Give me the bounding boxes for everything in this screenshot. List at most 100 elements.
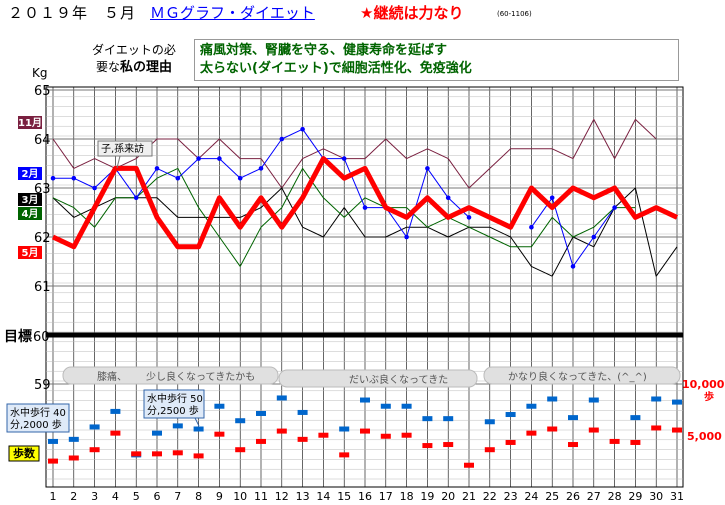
data-point <box>612 205 617 210</box>
x-tick-label: 5 <box>133 490 140 503</box>
steps-mark-previous <box>443 416 453 421</box>
series-tag-label: 11月 <box>18 117 42 129</box>
steps-mark-current <box>110 431 120 436</box>
data-point <box>300 127 305 132</box>
steps-mark-current <box>506 440 516 445</box>
steps-mark-previous <box>256 411 266 416</box>
steps-mark-previous <box>526 404 536 409</box>
steps-mark-current <box>547 427 557 432</box>
steps-mark-current <box>568 442 578 447</box>
steps-mark-current <box>90 447 100 452</box>
data-point <box>342 156 347 161</box>
steps-mark-current <box>277 429 287 434</box>
annotation-text: 子,孫来訪 <box>101 142 144 155</box>
steps-mark-previous <box>568 415 578 420</box>
goal-label: 目標 <box>4 328 32 345</box>
x-tick-label: 15 <box>337 490 351 503</box>
data-point <box>176 176 181 181</box>
steps-mark-current <box>256 439 266 444</box>
x-tick-label: 25 <box>545 490 559 503</box>
steps-mark-previous <box>672 400 682 405</box>
annotation-text: 分,2000 歩 <box>10 418 62 431</box>
steps-mark-previous <box>422 416 432 421</box>
data-point <box>425 166 430 171</box>
reason-label: ダイエットの必 要な私の理由 <box>78 42 190 76</box>
x-tick-label: 30 <box>649 490 663 503</box>
x-tick-label: 22 <box>483 490 497 503</box>
steps-tick-label: 5,000 <box>687 430 722 443</box>
steps-mark-previous <box>69 437 79 442</box>
annotation-text: 水中歩行 40 <box>10 406 66 419</box>
x-tick-label: 23 <box>504 490 518 503</box>
x-tick-label: 2 <box>70 490 77 503</box>
steps-mark-previous <box>194 427 204 432</box>
data-point <box>134 196 139 201</box>
x-tick-label: 29 <box>628 490 642 503</box>
reason-box: 痛風対策、腎臓を守る、健康寿命を延ばす 太らない(ダイエット)で細胞活性化、免疫… <box>194 39 679 81</box>
steps-mark-current <box>485 447 495 452</box>
x-tick-label: 1 <box>50 490 57 503</box>
x-tick-label: 10 <box>233 490 247 503</box>
steps-mark-current <box>651 425 661 430</box>
x-tick-label: 28 <box>608 490 622 503</box>
x-tick-label: 8 <box>195 490 202 503</box>
steps-mark-previous <box>48 439 58 444</box>
x-tick-label: 6 <box>154 490 161 503</box>
series-tag-label: 5月 <box>22 247 39 259</box>
data-point <box>571 264 576 269</box>
data-point <box>217 156 222 161</box>
y-tick-label: 61 <box>34 280 51 295</box>
data-point <box>155 166 160 171</box>
x-tick-label: 4 <box>112 490 119 503</box>
steps-mark-previous <box>485 419 495 424</box>
data-point <box>238 176 243 181</box>
steps-label: 歩数 <box>13 446 36 460</box>
steps-mark-previous <box>381 404 391 409</box>
steps-unit-label: 歩 <box>704 390 714 403</box>
data-point <box>259 166 264 171</box>
x-tick-label: 20 <box>441 490 455 503</box>
steps-mark-previous <box>360 398 370 403</box>
reason-label-emph: 私の理由 <box>120 60 172 75</box>
data-point <box>592 235 597 240</box>
steps-mark-previous <box>506 412 516 417</box>
steps-mark-current <box>48 459 58 464</box>
y-tick-label: 62 <box>34 231 51 246</box>
goal-value-label: 60 <box>33 330 50 345</box>
banner-text: だいぶ良くなってきた <box>349 373 448 386</box>
year-month: ２０１９年 ５月 <box>8 2 136 23</box>
motto: ★継続は力なり <box>360 2 463 23</box>
steps-mark-current <box>402 433 412 438</box>
x-tick-label: 3 <box>91 490 98 503</box>
steps-mark-current <box>173 450 183 455</box>
steps-mark-previous <box>651 396 661 401</box>
x-tick-label: 11 <box>254 490 268 503</box>
data-point <box>446 196 451 201</box>
reason-label-line1: ダイエットの必 <box>92 43 176 57</box>
range-code: (60-1106) <box>497 10 532 18</box>
banner-text: かなり良くなってきた、(^_^) <box>508 370 647 383</box>
x-tick-label: 14 <box>316 490 330 503</box>
x-tick-label: 7 <box>174 490 181 503</box>
page-title[interactable]: ＭＧグラフ・ダイエット <box>150 2 315 23</box>
data-point <box>363 205 368 210</box>
x-tick-label: 31 <box>670 490 684 503</box>
banner-text: 膝痛、 <box>97 370 127 383</box>
steps-mark-current <box>152 451 162 456</box>
data-point <box>550 196 555 201</box>
steps-mark-current <box>672 428 682 433</box>
x-tick-label: 26 <box>566 490 580 503</box>
x-tick-label: 16 <box>358 490 372 503</box>
x-tick-label: 12 <box>275 490 289 503</box>
data-point <box>196 156 201 161</box>
steps-mark-current <box>526 431 536 436</box>
steps-mark-previous <box>152 431 162 436</box>
series-tag-label: 3月 <box>22 194 39 206</box>
steps-mark-previous <box>630 415 640 420</box>
x-tick-label: 18 <box>400 490 414 503</box>
steps-mark-current <box>131 451 141 456</box>
x-tick-label: 17 <box>379 490 393 503</box>
steps-mark-previous <box>589 398 599 403</box>
steps-mark-current <box>69 455 79 460</box>
steps-mark-current <box>235 447 245 452</box>
